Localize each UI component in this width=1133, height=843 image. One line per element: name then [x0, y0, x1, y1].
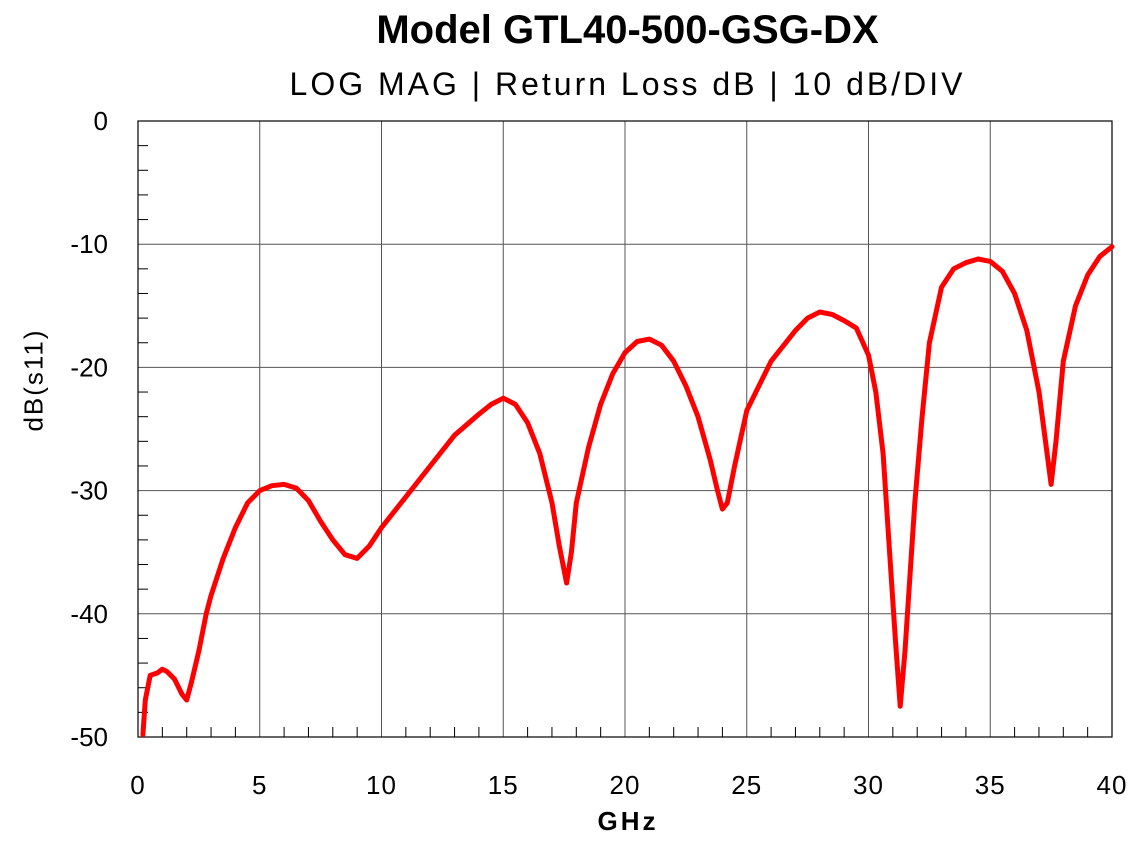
x-tick-label: 5 — [252, 770, 267, 800]
y-tick-label: 0 — [94, 106, 108, 136]
x-axis-label: GHz — [597, 806, 659, 836]
series-line-s11 — [140, 244, 1115, 737]
chart-subtitle: LOG MAG | Return Loss dB | 10 dB/DIV — [289, 66, 966, 102]
x-tick-label: 20 — [610, 770, 641, 800]
x-tick-label: 15 — [488, 770, 519, 800]
y-tick-label: -10 — [70, 229, 108, 259]
x-tick-label: 25 — [731, 770, 762, 800]
y-tick-label: -20 — [70, 352, 108, 382]
x-tick-label: 40 — [1097, 770, 1128, 800]
chart-title: Model GTL40-500-GSG-DX — [376, 8, 879, 52]
y-axis-label: dB(s11) — [18, 328, 49, 432]
x-tick-label: 35 — [975, 770, 1006, 800]
x-tick-label: 0 — [130, 770, 145, 800]
x-tick-label: 10 — [366, 770, 397, 800]
plot-frame — [137, 120, 1113, 738]
y-tick-label: -40 — [70, 599, 108, 629]
x-tick-label: 30 — [853, 770, 884, 800]
y-tick-label: -30 — [70, 476, 108, 506]
y-tick-label: -50 — [70, 722, 108, 752]
